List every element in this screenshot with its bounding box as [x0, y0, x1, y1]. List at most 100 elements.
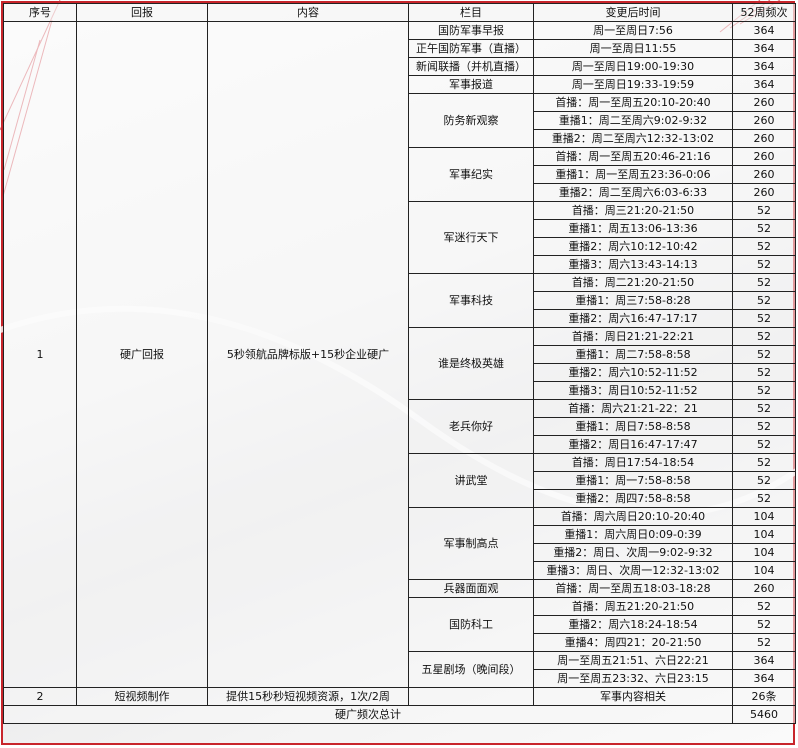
slot-time: 首播：周一至周五20:46-21:16: [533, 147, 733, 166]
table-row: 重播2：周六16:47-17:17 52: [4, 309, 796, 328]
slot-frequency: 52: [732, 471, 796, 490]
slot-frequency: 260: [732, 129, 796, 148]
slot-frequency: 104: [732, 543, 796, 562]
slot-time: 重播1：周一至周五23:36-0:06: [533, 165, 733, 184]
slot-frequency: 52: [732, 435, 796, 454]
program-name: 防务新观察: [408, 93, 534, 148]
program-name: 国防军事早报: [408, 21, 534, 40]
header-program: 栏目: [408, 3, 534, 22]
slot-frequency: 52: [732, 219, 796, 238]
program-name: 军事科技: [408, 273, 534, 328]
slot-time: 重播2：周日16:47-17:47: [533, 435, 733, 454]
slot-frequency: 52: [732, 201, 796, 220]
header-content: 内容: [207, 3, 409, 22]
slot-time: 周一至周日7:56: [533, 21, 733, 40]
table-row: 国防科工 首播：周五21:20-21:50 52: [4, 597, 796, 652]
table-row: 重播2：周二至周六6:03-6:33 260: [4, 183, 796, 202]
program-name: 正午国防军事（直播）: [408, 39, 534, 58]
slot-frequency: 52: [732, 615, 796, 634]
slot-time: 周一至周五21:51、六日22:21: [533, 651, 733, 670]
table-row: 新闻联播（并机直播） 周一至周日19:00-19:30 364: [4, 57, 796, 76]
table-row: 重播2：周日、次周一9:02-9:32 104: [4, 543, 796, 562]
row2-content: 提供15秒秒短视频资源，1次/2周: [207, 687, 409, 706]
schedule-table: 序号 回报 内容 栏目 变更后时间 52周频次 1 硬广回报 5秒领航品牌标版+15…: [3, 3, 796, 724]
slot-time: 重播2：周日、次周一9:02-9:32: [533, 543, 733, 562]
slot-time: 重播2：周六18:24-18:54: [533, 615, 733, 634]
slot-frequency: 364: [732, 75, 796, 94]
header-time: 变更后时间: [533, 3, 733, 22]
row2-index: 2: [3, 687, 77, 706]
slot-frequency: 52: [732, 417, 796, 436]
slot-frequency: 52: [732, 453, 796, 472]
table-row: 1 硬广回报 5秒领航品牌标版+15秒企业硬广 国防军事早报 周一至周日7:56 364: [3, 21, 796, 688]
slot-time: 重播1：周日7:58-8:58: [533, 417, 733, 436]
table-row: 重播2：周四7:58-8:58 52: [4, 489, 796, 508]
table-row: 重播3：周日10:52-11:52 52: [4, 381, 796, 400]
slot-frequency: 52: [732, 399, 796, 418]
table-row: 周一至周五23:32、六日23:15 364: [4, 669, 796, 688]
table-row: 重播1：周一至周五23:36-0:06 260: [4, 165, 796, 184]
total-label: 硬广频次总计: [3, 705, 733, 724]
slot-frequency: 52: [732, 381, 796, 400]
slot-time: 重播1：周一7:58-8:58: [533, 471, 733, 490]
table-row: 讲武堂 首播：周日17:54-18:54 52: [4, 453, 796, 508]
table-row: 2 短视频制作 提供15秒秒短视频资源，1次/2周 军事内容相关 26条: [3, 687, 796, 706]
table-row: 重播2：周二至周六12:32-13:02 260: [4, 129, 796, 148]
slot-time: 首播：周五21:20-21:50: [533, 597, 733, 616]
program-name: 军事纪实: [408, 147, 534, 202]
slot-frequency: 260: [732, 147, 796, 166]
header-type: 回报: [76, 3, 208, 22]
table-row: 重播3：周六13:43-14:13 52: [4, 255, 796, 274]
slot-frequency: 260: [732, 93, 796, 112]
slot-frequency: 104: [732, 507, 796, 526]
slot-time: 首播：周六周日20:10-20:40: [533, 507, 733, 526]
slot-time: 重播2：周六10:52-11:52: [533, 363, 733, 382]
row2-freq: 26条: [732, 687, 796, 706]
slot-time: 首播：周三21:20-21:50: [533, 201, 733, 220]
slot-frequency: 52: [732, 309, 796, 328]
slot-frequency: 364: [732, 651, 796, 670]
slot-time: 首播：周一至周五18:03-18:28: [533, 579, 733, 598]
slot-time: 周一至周五23:32、六日23:15: [533, 669, 733, 688]
program-name: 军事制高点: [408, 507, 534, 580]
table-row: 军迷行天下 首播：周三21:20-21:50 52: [4, 201, 796, 274]
slot-time: 重播3：周六13:43-14:13: [533, 255, 733, 274]
slot-frequency: 104: [732, 561, 796, 580]
total-row: 硬广频次总计 5460: [3, 705, 796, 724]
table-row: 军事报道 周一至周日19:33-19:59 364: [4, 75, 796, 94]
program-name: 谁是终极英雄: [408, 327, 534, 400]
slot-frequency: 52: [732, 273, 796, 292]
slot-time: 首播：周日21:21-22:21: [533, 327, 733, 346]
slot-time: 重播2：周六10:12-10:42: [533, 237, 733, 256]
slot-frequency: 364: [732, 669, 796, 688]
slot-time: 重播2：周四7:58-8:58: [533, 489, 733, 508]
row2-type: 短视频制作: [76, 687, 208, 706]
slot-time: 重播1：周三7:58-8:28: [533, 291, 733, 310]
table-row: 军事制高点 首播：周六周日20:10-20:40 104: [4, 507, 796, 580]
program-name: 军事报道: [408, 75, 534, 94]
table-row: 重播2：周六10:52-11:52 52: [4, 363, 796, 382]
table-row: 老兵你好 首播：周六21:21-22：21 52: [4, 399, 796, 454]
slot-time: 重播2：周二至周六6:03-6:33: [533, 183, 733, 202]
program-name: 讲武堂: [408, 453, 534, 508]
row2-time: 军事内容相关: [533, 687, 733, 706]
table-row: 军事科技 首播：周二21:20-21:50 52: [4, 273, 796, 328]
program-name: 兵器面面观: [408, 579, 534, 598]
slot-frequency: 260: [732, 183, 796, 202]
table-row: 重播2：周六10:12-10:42 52: [4, 237, 796, 256]
slot-time: 首播：周一至周五20:10-20:40: [533, 93, 733, 112]
slot-frequency: 52: [732, 327, 796, 346]
slot-frequency: 52: [732, 291, 796, 310]
slot-frequency: 364: [732, 39, 796, 58]
program-name: 国防科工: [408, 597, 534, 652]
slot-frequency: 52: [732, 633, 796, 652]
slot-frequency: 364: [732, 21, 796, 40]
slot-time: 重播4：周四21：20-21:50: [533, 633, 733, 652]
slot-time: 首播：周二21:20-21:50: [533, 273, 733, 292]
program-name: 老兵你好: [408, 399, 534, 454]
total-value: 5460: [732, 705, 796, 724]
header-index: 序号: [3, 3, 77, 22]
slot-frequency: 52: [732, 345, 796, 364]
slot-frequency: 52: [732, 363, 796, 382]
header-row: 序号 回报 内容 栏目 变更后时间 52周频次: [3, 3, 796, 22]
